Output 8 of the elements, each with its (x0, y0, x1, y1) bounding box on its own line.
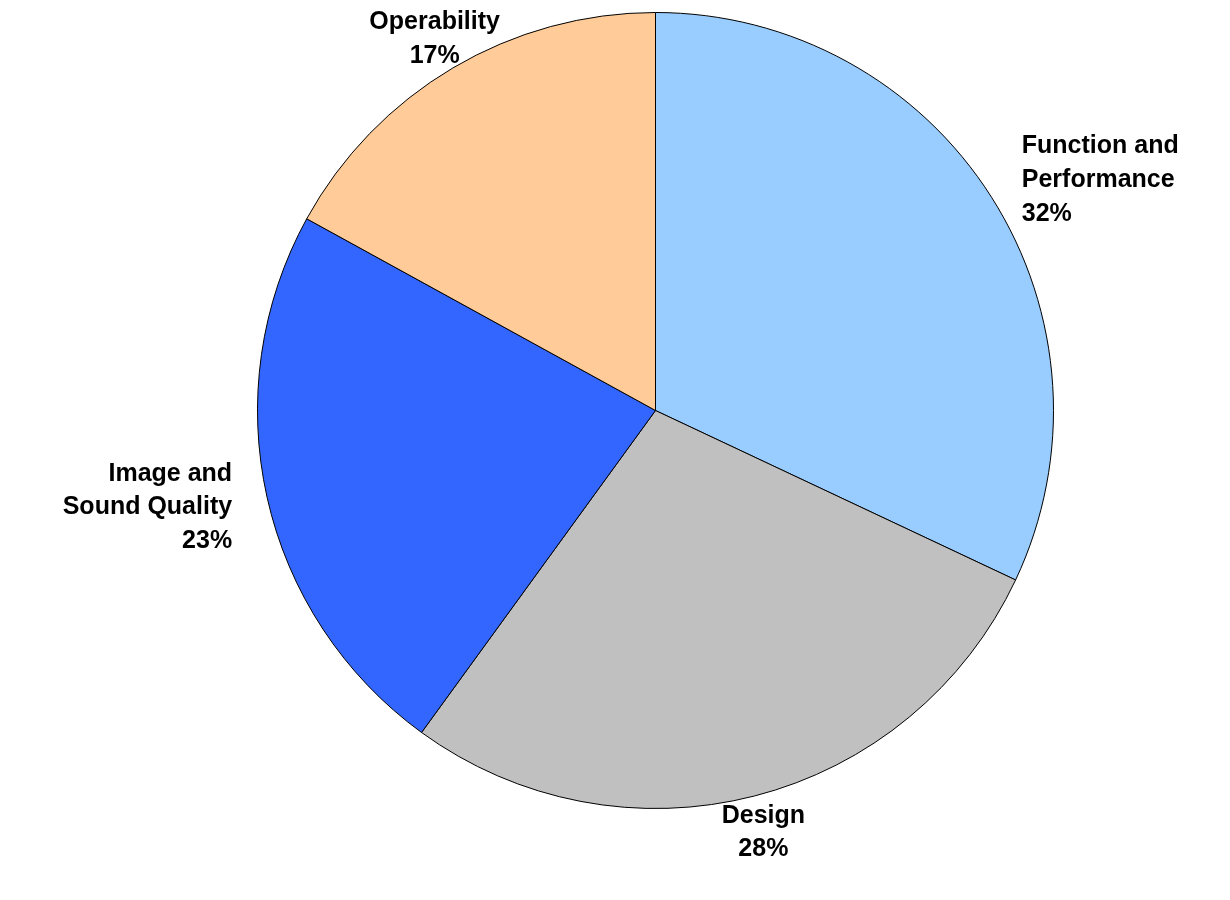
slice-label: Image and Sound Quality (62, 457, 233, 520)
slice-label: Design (721, 799, 806, 828)
slice-label: Function and Performance (1021, 130, 1179, 193)
data-label: 17% (409, 39, 460, 68)
data-label: 28% (738, 833, 789, 862)
data-label: 23% (182, 524, 233, 553)
slice-label: Operability (369, 6, 501, 35)
data-label: 32% (1021, 197, 1072, 226)
